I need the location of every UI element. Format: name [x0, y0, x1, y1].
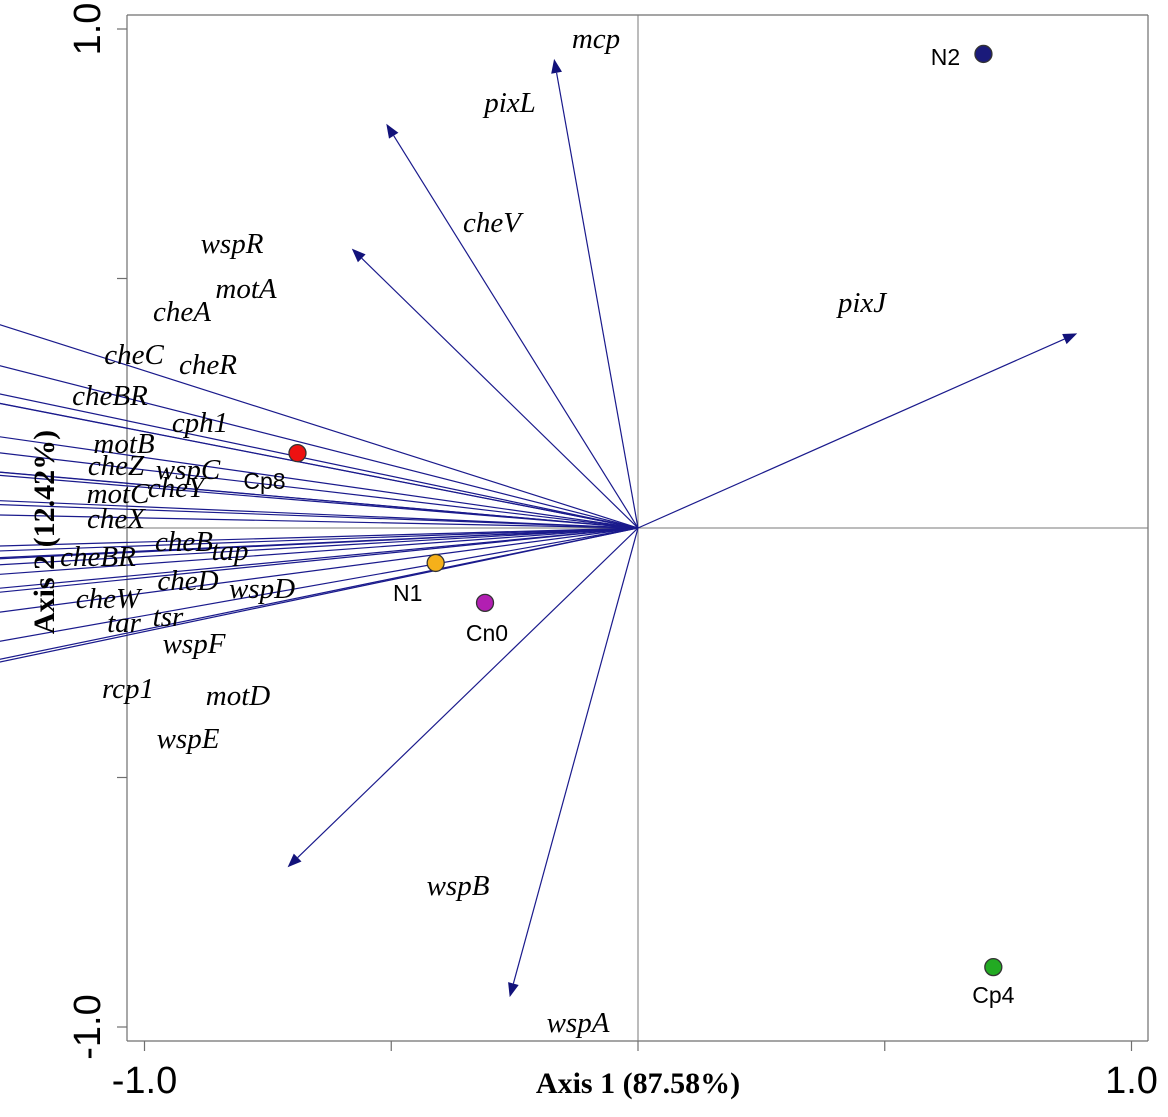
site-label-N2: N2 [931, 44, 960, 70]
vector-cheZ [0, 474, 639, 529]
vector-label-cheV: cheV [463, 207, 524, 239]
vector-label-pixL: pixL [482, 87, 536, 119]
vector-cheA [0, 393, 639, 529]
vector-wspR [0, 324, 639, 529]
site-point-Cp4 [984, 957, 1003, 977]
vector-label-rcp1: rcp1 [102, 673, 154, 705]
vector-label-wspE: wspE [157, 723, 220, 755]
vector-label-wspB: wspB [427, 870, 490, 902]
vector-cheR [0, 402, 639, 529]
x-tick-label: -1.0 [112, 1060, 177, 1102]
vector-motA [0, 365, 639, 529]
x-axis-title: Axis 1 (87.58%) [536, 1067, 740, 1100]
vector-label-motD: motD [206, 680, 271, 712]
site-point-Cn0 [475, 593, 495, 612]
vector-label-cheBR: cheBR [72, 380, 148, 412]
vector-label-cheX: cheX [87, 503, 146, 535]
vector-cheBR [0, 527, 639, 552]
vector-cheW [0, 527, 639, 575]
arrowhead-wspA [508, 982, 519, 998]
vector-cph1 [0, 452, 639, 529]
vector-cheY [0, 500, 639, 529]
y-axis-title: Axis 2 (12.42%) [28, 430, 61, 634]
arrowhead-wspB [287, 853, 302, 868]
vector-cheD [0, 527, 639, 559]
vector-tsr [0, 527, 639, 593]
vector-wspA [512, 527, 639, 984]
vector-cheX [0, 514, 639, 529]
vector-motD [0, 527, 639, 660]
vector-mcp [555, 72, 639, 529]
vector-tar [0, 527, 639, 589]
site-label-Cp4: Cp4 [972, 982, 1014, 1008]
y-tick-label: 1.0 [67, 3, 109, 56]
vector-label-cheBR: cheBR [60, 541, 136, 573]
vector-wspB [297, 527, 639, 859]
arrowhead-pixJ [1062, 333, 1078, 345]
vector-label-wspF: wspF [163, 628, 226, 660]
vector-pixL [393, 135, 639, 529]
vector-motC [0, 504, 639, 529]
axis-ticks: -1.0 1.0 1.0 -1.0 [67, 3, 1158, 1102]
vector-label-motC: motC [87, 478, 151, 510]
vector-label-cheC: cheC [104, 339, 164, 371]
vector-pixJ [637, 338, 1065, 529]
vector-label-tar: tar [107, 607, 142, 639]
site-point-N2 [974, 44, 993, 64]
vector-label-wspA: wspA [547, 1007, 610, 1039]
vector-label-motA: motA [215, 273, 277, 305]
vector-label-cheR: cheR [179, 349, 237, 381]
vector-label-wspR: wspR [201, 228, 264, 260]
vector-label-cheZ: cheZ [88, 450, 145, 482]
vector-wspC [0, 471, 639, 529]
vector-label-tsr: tsr [153, 601, 184, 633]
vector-label-motB: motB [93, 428, 155, 460]
vector-wspD [0, 527, 639, 566]
site-point-Cp8 [288, 443, 307, 463]
vector-label-cheB: cheB [155, 526, 213, 558]
vector-label-tap: tap [211, 535, 248, 567]
vector-wspE [0, 527, 639, 663]
vector-label-cph1: cph1 [172, 407, 228, 439]
site-label-Cn0: Cn0 [466, 620, 508, 646]
vector-label-wspC: wspC [156, 454, 221, 486]
vector-label-cheW: cheW [76, 583, 143, 615]
x-tick-label: 1.0 [1105, 1060, 1158, 1102]
arrowhead-cheV [351, 248, 366, 263]
site-label-N1: N1 [393, 580, 422, 606]
vector-wspF [0, 527, 639, 613]
species-vectors [0, 58, 1078, 998]
vector-label-mcp: mcp [572, 23, 620, 55]
vector-label-wspD: wspD [229, 573, 295, 605]
vector-cheB [0, 527, 639, 547]
vector-rcp1 [0, 527, 639, 642]
site-points: N2 Cp8 N1 Cn0 Cp4 [243, 44, 1014, 1008]
vector-label-cheD: cheD [157, 565, 218, 597]
vector-cheBR [0, 436, 639, 529]
site-label-Cp8: Cp8 [243, 468, 285, 494]
vector-cheV [361, 257, 639, 529]
vector-label-pixJ: pixJ [836, 287, 887, 319]
y-tick-label: -1.0 [67, 994, 109, 1059]
vector-label-cheY: cheY [148, 472, 207, 504]
arrowhead-pixL [386, 123, 399, 139]
arrowhead-mcp [551, 58, 562, 74]
site-point-N1 [426, 553, 445, 573]
vector-label-cheA: cheA [153, 296, 211, 328]
